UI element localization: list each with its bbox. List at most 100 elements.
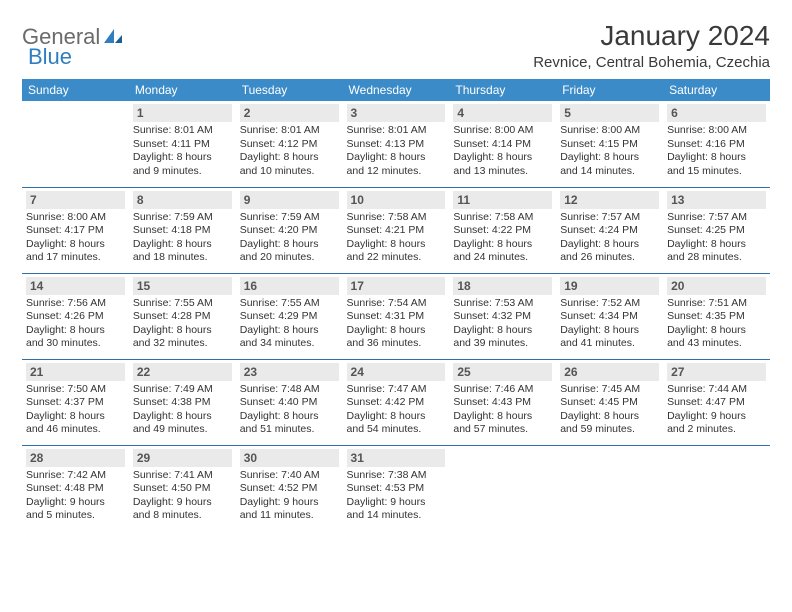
sail-icon (102, 27, 124, 45)
day-number: 13 (667, 191, 766, 209)
day-info: Sunrise: 7:46 AMSunset: 4:43 PMDaylight:… (453, 383, 552, 438)
day-number: 29 (133, 449, 232, 467)
day-number: 30 (240, 449, 339, 467)
title-block: January 2024 Revnice, Central Bohemia, C… (533, 20, 770, 71)
day-number: 21 (26, 363, 125, 381)
day-info: Sunrise: 7:47 AMSunset: 4:42 PMDaylight:… (347, 383, 446, 438)
empty-day (449, 445, 556, 531)
day-cell: 25 Sunrise: 7:46 AMSunset: 4:43 PMDayligh… (449, 359, 556, 445)
day-cell: 9 Sunrise: 7:59 AMSunset: 4:20 PMDaylight… (236, 187, 343, 273)
day-info: Sunrise: 7:59 AMSunset: 4:18 PMDaylight:… (133, 211, 232, 266)
week-row: 14Sunrise: 7:56 AMSunset: 4:26 PMDayligh… (22, 273, 770, 359)
day-info: Sunrise: 7:38 AMSunset: 4:53 PMDaylight:… (347, 469, 446, 524)
week-row: 21 Sunrise: 7:50 AMSunset: 4:37 PMDayligh… (22, 359, 770, 445)
empty-day (22, 101, 129, 187)
day-number: 1 (133, 104, 232, 122)
day-cell: 16 Sunrise: 7:55 AMSunset: 4:29 PMDayligh… (236, 273, 343, 359)
week-row: 1 Sunrise: 8:01 AMSunset: 4:11 PMDaylight… (22, 101, 770, 187)
day-number: 17 (347, 277, 446, 295)
col-mon: Monday (129, 79, 236, 101)
day-cell: 14Sunrise: 7:56 AMSunset: 4:26 PMDayligh… (22, 273, 129, 359)
day-number: 18 (453, 277, 552, 295)
day-number: 19 (560, 277, 659, 295)
day-number: 25 (453, 363, 552, 381)
day-number: 26 (560, 363, 659, 381)
week-row: 28 Sunrise: 7:42 AMSunset: 4:48 PMDayligh… (22, 445, 770, 531)
day-info: Sunrise: 8:00 AMSunset: 4:16 PMDaylight:… (667, 124, 766, 179)
day-number: 8 (133, 191, 232, 209)
day-cell: 11 Sunrise: 7:58 AMSunset: 4:22 PMDayligh… (449, 187, 556, 273)
day-cell: 24 Sunrise: 7:47 AMSunset: 4:42 PMDayligh… (343, 359, 450, 445)
day-number: 6 (667, 104, 766, 122)
col-sat: Saturday (663, 79, 770, 101)
day-number: 3 (347, 104, 446, 122)
empty-day (663, 445, 770, 531)
day-info: Sunrise: 7:58 AMSunset: 4:21 PMDaylight:… (347, 211, 446, 266)
day-info: Sunrise: 7:57 AMSunset: 4:24 PMDaylight:… (560, 211, 659, 266)
day-number: 27 (667, 363, 766, 381)
day-cell: 8 Sunrise: 7:59 AMSunset: 4:18 PMDaylight… (129, 187, 236, 273)
day-info: Sunrise: 7:54 AMSunset: 4:31 PMDaylight:… (347, 297, 446, 352)
day-info: Sunrise: 8:01 AMSunset: 4:11 PMDaylight:… (133, 124, 232, 179)
day-cell: 19 Sunrise: 7:52 AMSunset: 4:34 PMDayligh… (556, 273, 663, 359)
day-info: Sunrise: 8:01 AMSunset: 4:13 PMDaylight:… (347, 124, 446, 179)
logo-text-blue: Blue (28, 44, 72, 69)
day-number: 7 (26, 191, 125, 209)
day-info: Sunrise: 7:44 AMSunset: 4:47 PMDaylight:… (667, 383, 766, 438)
day-info: Sunrise: 7:45 AMSunset: 4:45 PMDaylight:… (560, 383, 659, 438)
day-cell: 20 Sunrise: 7:51 AMSunset: 4:35 PMDayligh… (663, 273, 770, 359)
day-info: Sunrise: 7:55 AMSunset: 4:29 PMDaylight:… (240, 297, 339, 352)
day-number: 2 (240, 104, 339, 122)
day-number: 22 (133, 363, 232, 381)
day-cell: 28 Sunrise: 7:42 AMSunset: 4:48 PMDayligh… (22, 445, 129, 531)
day-cell: 26 Sunrise: 7:45 AMSunset: 4:45 PMDayligh… (556, 359, 663, 445)
day-cell: 30Sunrise: 7:40 AMSunset: 4:52 PMDayligh… (236, 445, 343, 531)
location-text: Revnice, Central Bohemia, Czechia (533, 54, 770, 71)
calendar-page: General January 2024 Revnice, Central Bo… (0, 0, 792, 551)
day-number: 16 (240, 277, 339, 295)
day-number: 14 (26, 277, 125, 295)
day-info: Sunrise: 7:59 AMSunset: 4:20 PMDaylight:… (240, 211, 339, 266)
day-cell: 3 Sunrise: 8:01 AMSunset: 4:13 PMDaylight… (343, 101, 450, 187)
day-cell: 12 Sunrise: 7:57 AMSunset: 4:24 PMDayligh… (556, 187, 663, 273)
day-number: 24 (347, 363, 446, 381)
day-info: Sunrise: 7:50 AMSunset: 4:37 PMDaylight:… (26, 383, 125, 438)
day-number: 9 (240, 191, 339, 209)
month-title: January 2024 (533, 20, 770, 52)
day-number: 28 (26, 449, 125, 467)
day-number: 11 (453, 191, 552, 209)
day-cell: 18Sunrise: 7:53 AMSunset: 4:32 PMDayligh… (449, 273, 556, 359)
day-cell: 27 Sunrise: 7:44 AMSunset: 4:47 PMDayligh… (663, 359, 770, 445)
day-cell: 2 Sunrise: 8:01 AMSunset: 4:12 PMDaylight… (236, 101, 343, 187)
week-row: 7Sunrise: 8:00 AMSunset: 4:17 PMDaylight… (22, 187, 770, 273)
day-number: 12 (560, 191, 659, 209)
empty-day (556, 445, 663, 531)
day-number: 4 (453, 104, 552, 122)
day-info: Sunrise: 7:48 AMSunset: 4:40 PMDaylight:… (240, 383, 339, 438)
day-cell: 17 Sunrise: 7:54 AMSunset: 4:31 PMDayligh… (343, 273, 450, 359)
col-wed: Wednesday (343, 79, 450, 101)
day-cell: 4Sunrise: 8:00 AMSunset: 4:14 PMDaylight… (449, 101, 556, 187)
day-cell: 21 Sunrise: 7:50 AMSunset: 4:37 PMDayligh… (22, 359, 129, 445)
day-number: 31 (347, 449, 446, 467)
day-number: 20 (667, 277, 766, 295)
day-cell: 15Sunrise: 7:55 AMSunset: 4:28 PMDayligh… (129, 273, 236, 359)
day-info: Sunrise: 7:51 AMSunset: 4:35 PMDaylight:… (667, 297, 766, 352)
col-sun: Sunday (22, 79, 129, 101)
day-number: 5 (560, 104, 659, 122)
day-cell: 22Sunrise: 7:49 AMSunset: 4:38 PMDayligh… (129, 359, 236, 445)
day-number: 15 (133, 277, 232, 295)
day-info: Sunrise: 7:42 AMSunset: 4:48 PMDaylight:… (26, 469, 125, 524)
day-info: Sunrise: 7:57 AMSunset: 4:25 PMDaylight:… (667, 211, 766, 266)
day-info: Sunrise: 8:01 AMSunset: 4:12 PMDaylight:… (240, 124, 339, 179)
col-fri: Friday (556, 79, 663, 101)
day-cell: 1 Sunrise: 8:01 AMSunset: 4:11 PMDaylight… (129, 101, 236, 187)
day-info: Sunrise: 7:58 AMSunset: 4:22 PMDaylight:… (453, 211, 552, 266)
weekday-header-row: Sunday Monday Tuesday Wednesday Thursday… (22, 79, 770, 101)
logo-blue-wrap: Blue (30, 44, 72, 70)
day-info: Sunrise: 7:52 AMSunset: 4:34 PMDaylight:… (560, 297, 659, 352)
day-info: Sunrise: 7:41 AMSunset: 4:50 PMDaylight:… (133, 469, 232, 524)
col-thu: Thursday (449, 79, 556, 101)
day-cell: 10Sunrise: 7:58 AMSunset: 4:21 PMDayligh… (343, 187, 450, 273)
col-tue: Tuesday (236, 79, 343, 101)
